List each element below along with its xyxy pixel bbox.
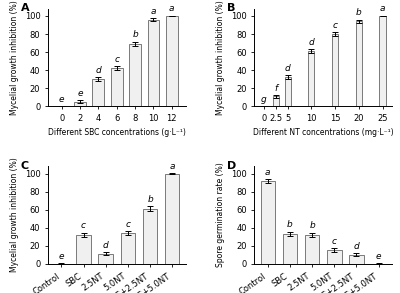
Text: g: g [261,95,267,104]
Text: b: b [287,220,293,229]
Bar [129,44,141,106]
Bar [98,254,113,264]
Text: a: a [169,4,174,13]
Bar [111,68,123,106]
Y-axis label: Mycelial growth inhibition (%): Mycelial growth inhibition (%) [10,0,19,115]
Text: b: b [309,222,315,230]
Bar [305,235,319,264]
Bar [380,16,386,106]
Bar [92,79,104,106]
Y-axis label: Mycelial growth inhibition (%): Mycelial growth inhibition (%) [216,0,226,115]
Bar [76,235,91,264]
Bar [165,174,180,264]
Text: d: d [354,242,359,251]
Text: e: e [59,95,64,104]
Text: c: c [81,222,86,230]
Y-axis label: Mycelial growth inhibition (%): Mycelial growth inhibition (%) [10,158,19,272]
Text: b: b [356,8,362,17]
Bar [166,16,178,106]
Bar [273,96,279,106]
Text: a: a [380,4,385,13]
Text: c: c [332,21,338,30]
Text: c: c [125,219,130,229]
Text: a: a [151,6,156,16]
Text: C: C [20,161,29,171]
Text: d: d [308,38,314,47]
Bar [148,20,160,106]
Text: c: c [332,237,337,246]
Bar [260,181,275,264]
Bar [121,233,135,264]
Bar [284,77,291,106]
Text: e: e [77,89,83,98]
X-axis label: Different SBC concentrations (g·L⁻¹): Different SBC concentrations (g·L⁻¹) [48,128,186,137]
Text: a: a [170,162,175,171]
X-axis label: Different NT concentrations (mg·L⁻¹): Different NT concentrations (mg·L⁻¹) [253,128,394,137]
Text: a: a [265,168,270,177]
Text: b: b [132,30,138,40]
Text: d: d [285,64,290,73]
Text: b: b [147,195,153,204]
Text: d: d [96,66,101,74]
Text: B: B [227,3,235,13]
Bar [327,250,342,264]
Text: e: e [376,253,382,261]
Bar [356,21,362,106]
Bar [349,255,364,264]
Bar [308,51,314,106]
Text: e: e [58,253,64,261]
Text: D: D [227,161,236,171]
Text: c: c [114,55,119,64]
Bar [283,234,297,264]
Y-axis label: Spore germination rate (%): Spore germination rate (%) [216,163,226,268]
Text: f: f [274,84,277,93]
Text: d: d [103,241,108,250]
Bar [143,209,157,264]
Bar [332,34,338,106]
Text: A: A [20,3,29,13]
Bar [74,102,86,106]
